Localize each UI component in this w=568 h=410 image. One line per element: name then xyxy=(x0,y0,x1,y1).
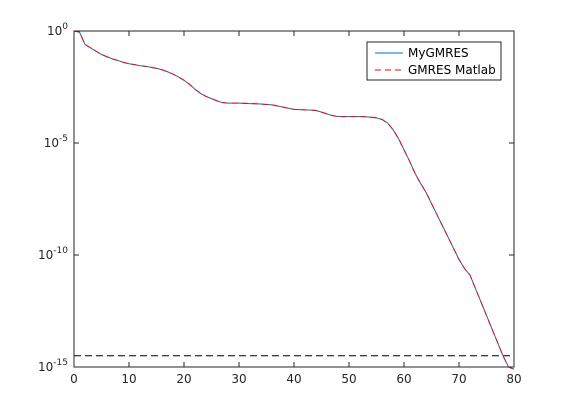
y-tick-label: 10-15 xyxy=(38,358,68,374)
x-tick-label: 50 xyxy=(341,372,356,386)
x-tick-label: 70 xyxy=(451,372,466,386)
series-line-gmres-matlab xyxy=(73,30,515,370)
x-tick-label: 20 xyxy=(176,372,191,386)
x-tick-label: 0 xyxy=(70,372,78,386)
x-tick-label: 60 xyxy=(396,372,411,386)
plot-area xyxy=(74,31,514,367)
x-tick-label: 10 xyxy=(121,372,136,386)
y-tick-label: 100 xyxy=(47,22,68,38)
y-axis: 100 10-5 10-10 10-15 xyxy=(38,22,514,374)
legend-box xyxy=(366,41,502,81)
series-group xyxy=(73,30,515,370)
x-tick-label: 40 xyxy=(286,372,301,386)
y-tick-label: 10-5 xyxy=(44,134,68,150)
y-tick-label: 10-10 xyxy=(38,246,68,262)
x-tick-label: 80 xyxy=(506,372,521,386)
x-axis: 0 10 20 30 40 50 60 70 80 xyxy=(70,31,522,386)
legend-label-gmres-matlab: GMRES Matlab xyxy=(408,63,496,77)
x-tick-label: 30 xyxy=(231,372,246,386)
legend-label-mygmres: MyGMRES xyxy=(408,46,469,60)
legend: MyGMRES GMRES Matlab xyxy=(366,41,502,81)
